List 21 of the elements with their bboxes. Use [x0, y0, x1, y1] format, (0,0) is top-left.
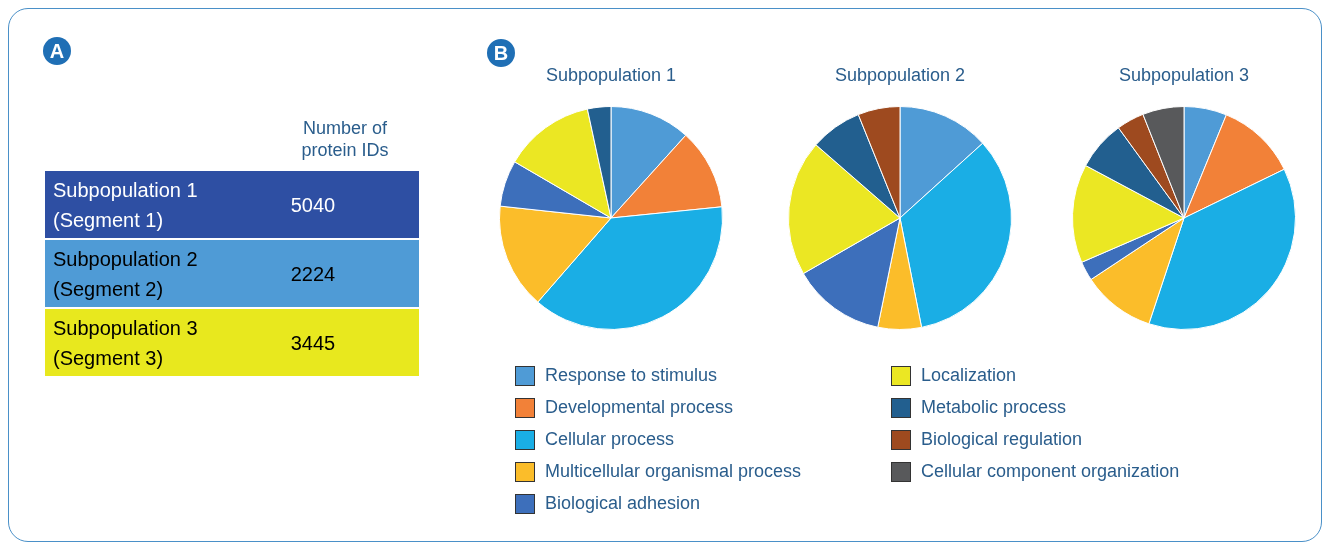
legend-label: Cellular process: [545, 429, 675, 450]
legend-label: Response to stimulus: [545, 365, 718, 386]
legend-label: Cellular component organization: [921, 461, 1180, 482]
text: A: [43, 37, 71, 65]
legend-label: Developmental process: [545, 397, 734, 418]
chart-title: Subpopulation 2: [833, 65, 967, 86]
legend-label: Biological adhesion: [545, 493, 701, 514]
chart-title: Subpopulation 1: [544, 65, 678, 86]
legend-label: Multicellular organismal process: [545, 461, 802, 482]
data-label: 2224: [289, 261, 337, 287]
category-label: Subpopulation 3 (Segment 3): [52, 315, 199, 371]
data-label: 3445: [289, 330, 337, 356]
legend-label: Localization: [921, 365, 1017, 386]
text: B: [487, 39, 515, 67]
legend-label: Biological regulation: [921, 429, 1083, 450]
chart-title: Subpopulation 3: [1117, 65, 1251, 86]
legend-label: Metabolic process: [921, 397, 1067, 418]
category-label: Subpopulation 1 (Segment 1): [52, 177, 199, 233]
text: Number of protein IDs: [300, 117, 390, 161]
category-label: Subpopulation 2 (Segment 2): [52, 246, 199, 302]
data-label: 5040: [289, 192, 337, 218]
